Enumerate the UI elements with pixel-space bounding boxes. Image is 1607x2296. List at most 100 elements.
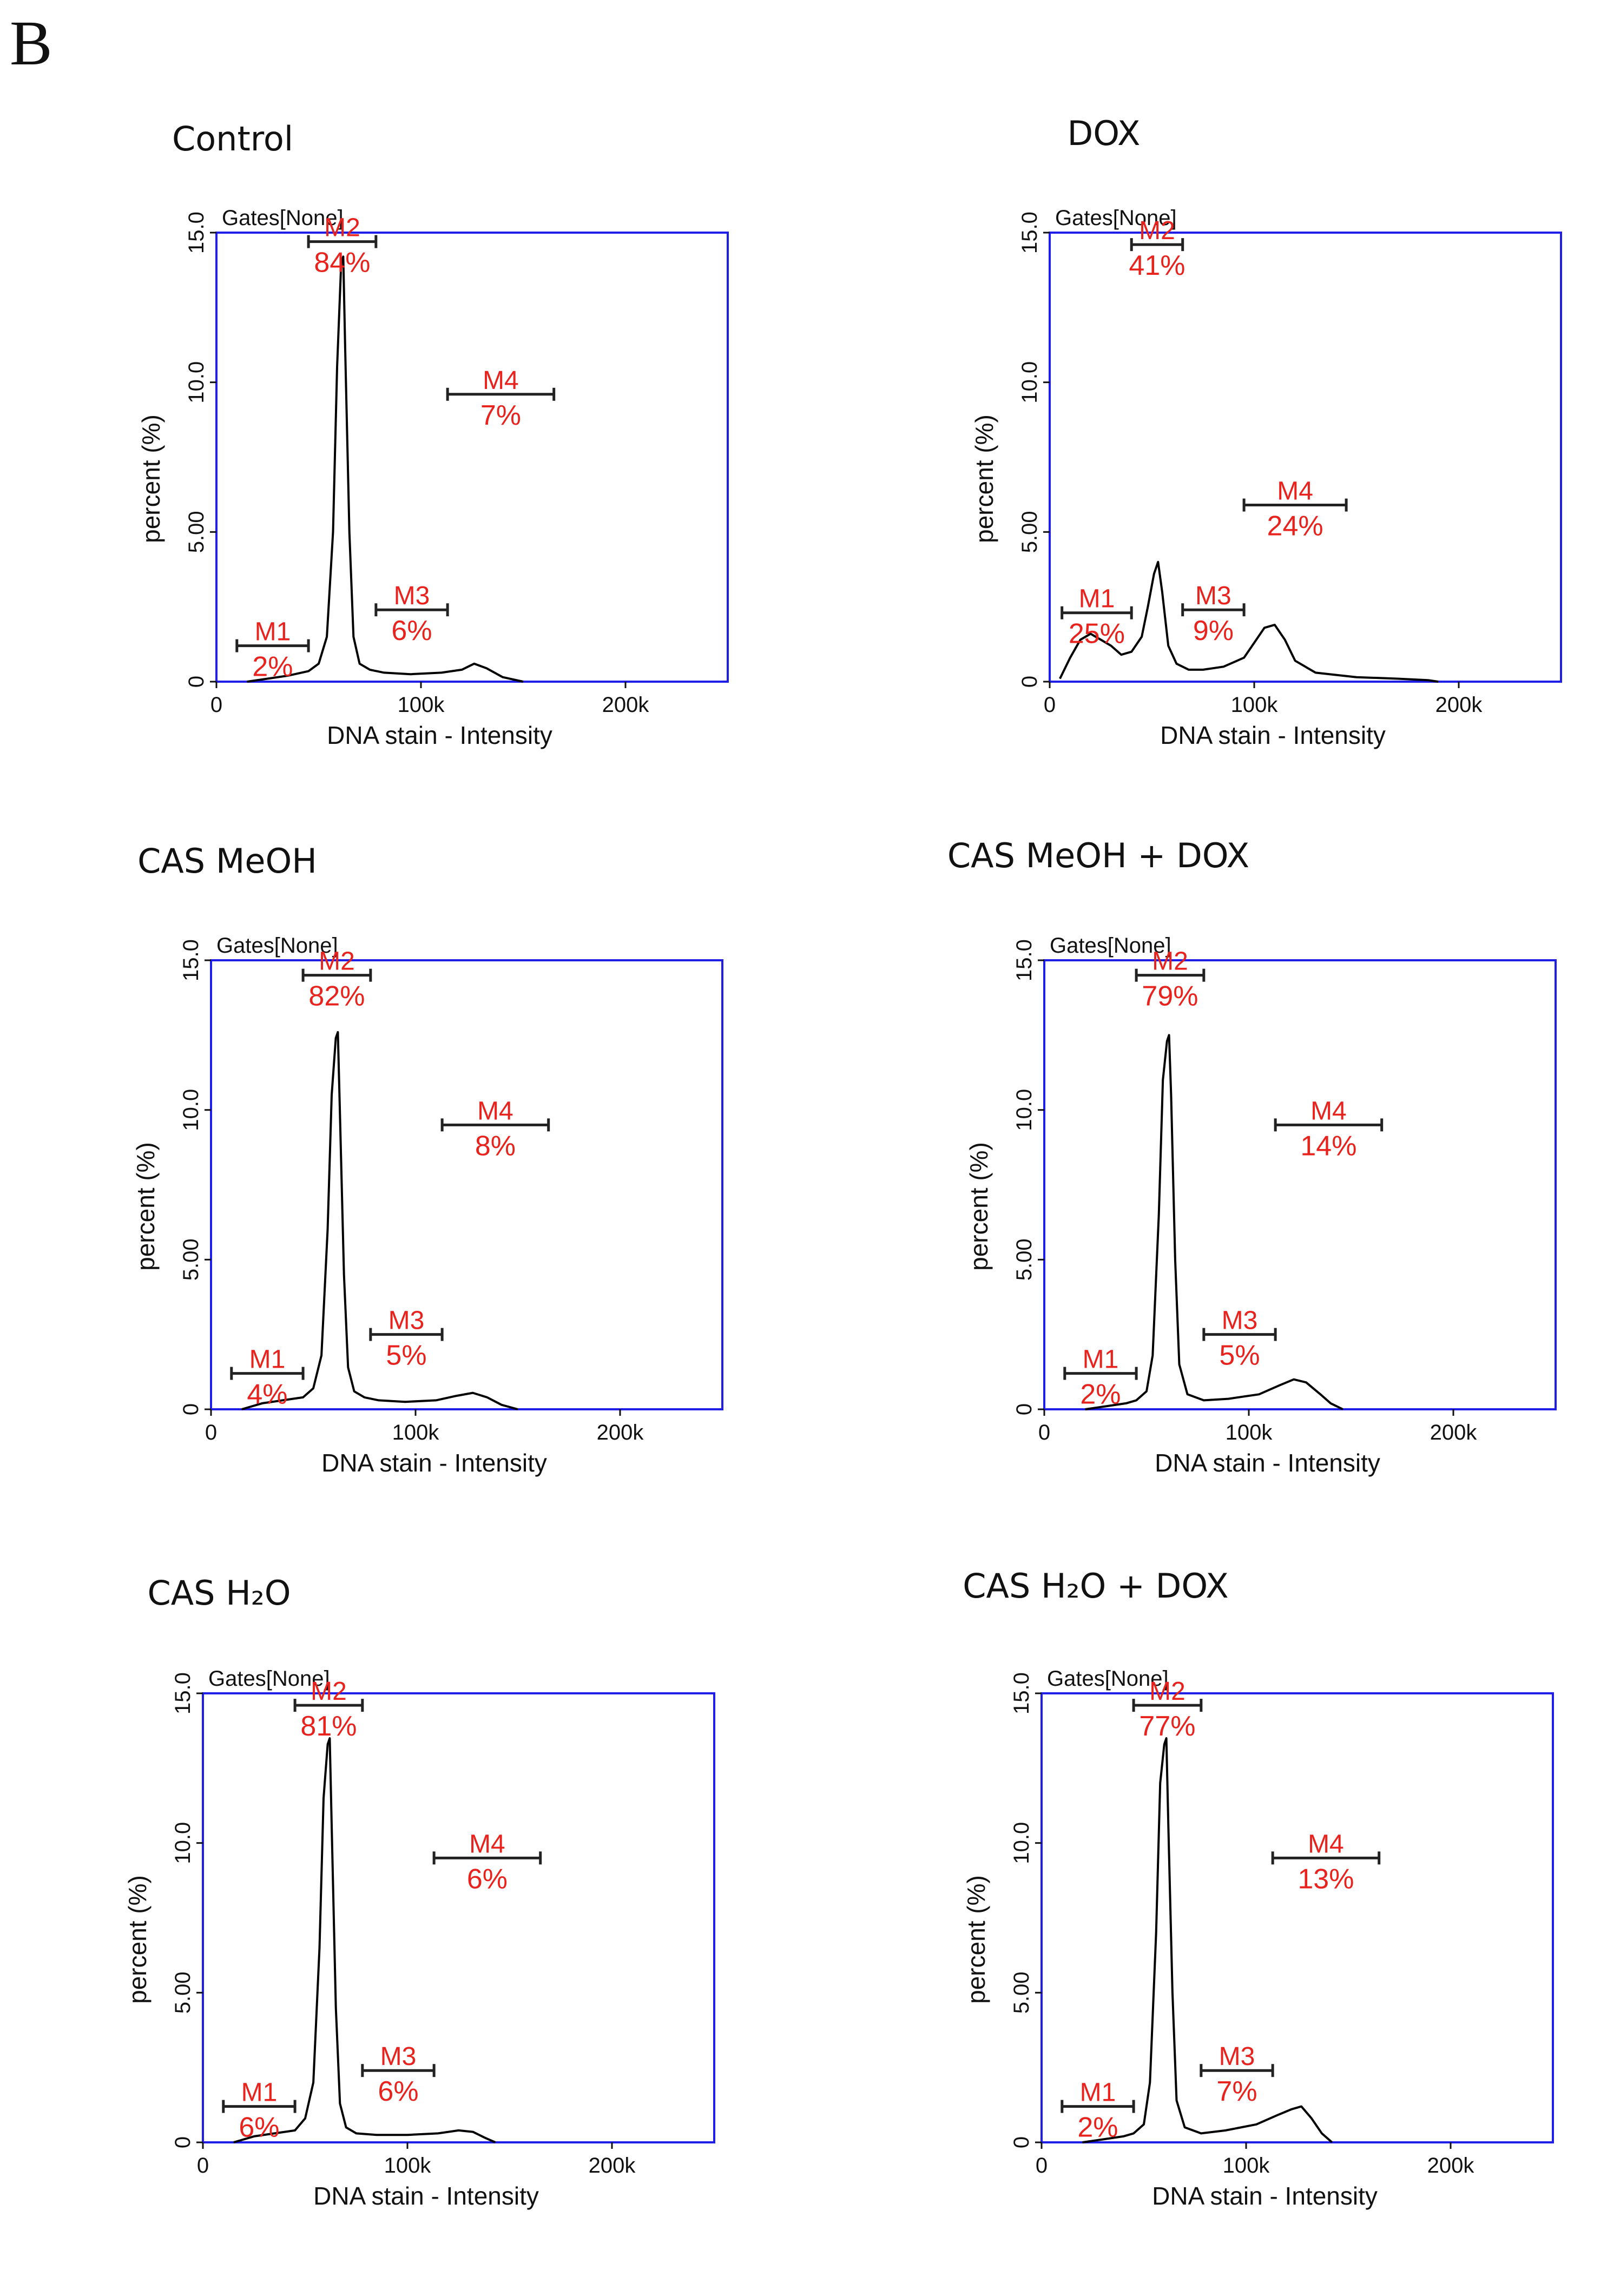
gates-label: Gates[None] (216, 934, 338, 958)
x-tick-label: 0 (210, 693, 222, 717)
y-axis-label: percent (%) (965, 1142, 993, 1271)
histogram-trace (1082, 1737, 1333, 2143)
gate-percent: 7% (480, 400, 521, 431)
histogram-panel-cas-meoh: CAS MeOH Gates[None] 0 5.00 10.0 15.0 0 100k 20… (0, 836, 768, 1539)
histogram-chart: Gates[None] 0 5.00 10.0 15.0 0 100k 200k DNA sta… (137, 206, 729, 749)
y-tick-label: 15.0 (171, 1672, 195, 1714)
gates-label: Gates[None] (222, 206, 344, 230)
gate-percent: 84% (314, 247, 370, 279)
gate-marker-m3: M35% (369, 1307, 444, 1371)
gate-name: M3 (1222, 1307, 1258, 1335)
y-tick-label: 0 (1010, 2136, 1033, 2148)
histogram-trace (1059, 560, 1439, 683)
gate-percent: 7% (1216, 2076, 1257, 2107)
plot-frame (1043, 959, 1557, 1410)
plot-frame (1040, 1692, 1554, 2143)
panel-title: Control (172, 119, 294, 159)
gate-name: M1 (1083, 1345, 1119, 1374)
gate-percent: 5% (386, 1340, 426, 1371)
plot-frame (1049, 232, 1562, 683)
histogram-panel-control: Control Gates[None] 0 5.00 10.0 15.0 0 100k 200… (0, 108, 774, 811)
gate-percent: 6% (467, 1863, 508, 1895)
gate-name: M4 (1277, 477, 1313, 506)
gate-marker-m3: M39% (1181, 582, 1246, 646)
y-tick-label: 15.0 (1010, 1672, 1033, 1714)
x-axis-label: DNA stain - Intensity (1160, 721, 1386, 749)
x-tick-label: 200k (597, 1421, 644, 1444)
histogram-panel-cas-h2o: CAS H₂O Gates[None] 0 5.00 10.0 15.0 0 100k 200… (0, 1569, 760, 2272)
y-axis-label: percent (%) (962, 1875, 990, 2004)
gate-name: M2 (1149, 1677, 1186, 1706)
gates-label: Gates[None] (1050, 934, 1171, 958)
gate-percent: 2% (252, 651, 293, 683)
gate-name: M4 (483, 366, 519, 395)
gate-marker-m1: M12% (1063, 1345, 1138, 1410)
gates-label: Gates[None] (208, 1667, 330, 1691)
x-tick-label: 0 (197, 2154, 209, 2178)
y-tick-label: 10.0 (171, 1822, 195, 1864)
histogram-chart: Gates[None] 0 5.00 10.0 15.0 0 100k 200k DNA sta… (965, 934, 1557, 1477)
y-tick-label: 15.0 (1012, 939, 1036, 981)
x-tick-label: 100k (1231, 693, 1279, 717)
gate-percent: 79% (1142, 981, 1198, 1012)
y-tick-label: 10.0 (1012, 1089, 1036, 1131)
panel-title: CAS MeOH (137, 841, 317, 881)
gate-name: M2 (1152, 947, 1188, 976)
x-axis-label: DNA stain - Intensity (313, 2182, 539, 2210)
y-tick-label: 0 (179, 1403, 203, 1415)
gate-percent: 41% (1129, 250, 1185, 281)
gate-percent: 77% (1139, 1711, 1195, 1742)
x-tick-label: 100k (384, 2154, 432, 2178)
gate-marker-m1: M16% (222, 2079, 297, 2143)
gate-marker-m1: M14% (230, 1345, 305, 1410)
gate-marker-m4: M47% (446, 366, 556, 431)
gate-percent: 25% (1069, 618, 1125, 650)
gate-marker-m4: M48% (440, 1097, 550, 1162)
gate-name: M2 (324, 214, 360, 242)
gates-label: Gates[None] (1047, 1667, 1169, 1691)
y-tick-label: 15.0 (1018, 212, 1042, 254)
y-tick-label: 5.00 (171, 1971, 195, 2014)
y-tick-label: 0 (1018, 676, 1042, 688)
histogram-chart: Gates[None] 0 5.00 10.0 15.0 0 100k 200k DNA sta… (970, 206, 1562, 749)
x-tick-label: 200k (602, 693, 650, 717)
y-tick-label: 10.0 (1018, 361, 1042, 404)
x-tick-label: 100k (392, 1421, 440, 1444)
gate-marker-m3: M35% (1202, 1307, 1277, 1371)
x-tick-label: 0 (205, 1421, 217, 1444)
histogram-panel-cas-meoh-dox: CAS MeOH + DOX Gates[None] 0 5.00 10.0 15.0 0… (828, 836, 1602, 1539)
x-tick-label: 0 (1036, 2154, 1048, 2178)
plot-frame (210, 959, 723, 1410)
x-axis-label: DNA stain - Intensity (1155, 1449, 1380, 1477)
y-tick-label: 5.00 (1010, 1971, 1033, 2014)
y-tick-label: 15.0 (185, 212, 208, 254)
y-axis-label: percent (%) (970, 414, 998, 543)
gate-percent: 81% (300, 1711, 357, 1742)
panel-title: CAS H₂O (147, 1573, 291, 1613)
histogram-chart: Gates[None] 0 5.00 10.0 15.0 0 100k 200k DNA sta… (962, 1667, 1554, 2210)
gate-percent: 5% (1219, 1340, 1260, 1371)
gate-percent: 9% (1193, 615, 1234, 646)
gate-name: M1 (241, 2079, 278, 2107)
y-tick-label: 5.00 (1018, 511, 1042, 553)
panel-letter: B (10, 8, 52, 78)
gate-percent: 6% (391, 615, 432, 646)
x-tick-label: 100k (398, 693, 445, 717)
panel-title: CAS H₂O + DOX (963, 1566, 1229, 1606)
gate-name: M4 (1310, 1097, 1347, 1125)
gate-percent: 13% (1298, 1863, 1354, 1895)
histogram-trace (233, 1737, 496, 2143)
x-tick-label: 200k (1435, 693, 1483, 717)
histogram-trace (241, 1031, 518, 1410)
gate-marker-m1: M12% (235, 618, 310, 683)
x-tick-label: 0 (1038, 1421, 1050, 1444)
histogram-panel-dox: DOX Gates[None] 0 5.00 10.0 15.0 0 100k 200k DNA… (833, 108, 1607, 811)
y-tick-label: 0 (1012, 1403, 1036, 1415)
x-tick-label: 100k (1223, 2154, 1270, 2178)
